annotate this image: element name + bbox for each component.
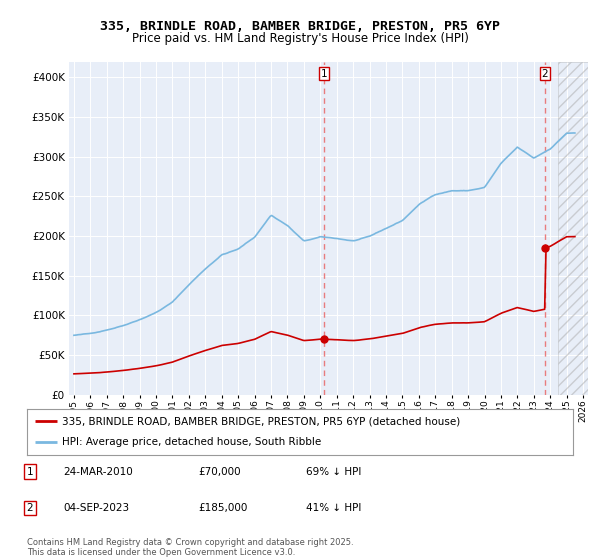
Text: 335, BRINDLE ROAD, BAMBER BRIDGE, PRESTON, PR5 6YP: 335, BRINDLE ROAD, BAMBER BRIDGE, PRESTO… bbox=[100, 20, 500, 32]
Text: HPI: Average price, detached house, South Ribble: HPI: Average price, detached house, Sout… bbox=[62, 437, 322, 447]
Text: Price paid vs. HM Land Registry's House Price Index (HPI): Price paid vs. HM Land Registry's House … bbox=[131, 32, 469, 45]
Text: £70,000: £70,000 bbox=[198, 466, 241, 477]
Text: 1: 1 bbox=[321, 68, 328, 78]
Text: 41% ↓ HPI: 41% ↓ HPI bbox=[306, 503, 361, 513]
Text: Contains HM Land Registry data © Crown copyright and database right 2025.
This d: Contains HM Land Registry data © Crown c… bbox=[27, 538, 353, 557]
Text: 04-SEP-2023: 04-SEP-2023 bbox=[63, 503, 129, 513]
Text: 24-MAR-2010: 24-MAR-2010 bbox=[63, 466, 133, 477]
Text: £185,000: £185,000 bbox=[198, 503, 247, 513]
Text: 335, BRINDLE ROAD, BAMBER BRIDGE, PRESTON, PR5 6YP (detached house): 335, BRINDLE ROAD, BAMBER BRIDGE, PRESTO… bbox=[62, 416, 461, 426]
Text: 69% ↓ HPI: 69% ↓ HPI bbox=[306, 466, 361, 477]
Text: 2: 2 bbox=[541, 68, 548, 78]
Text: 1: 1 bbox=[26, 466, 34, 477]
Bar bbox=[559, 62, 588, 395]
Text: 2: 2 bbox=[26, 503, 34, 513]
